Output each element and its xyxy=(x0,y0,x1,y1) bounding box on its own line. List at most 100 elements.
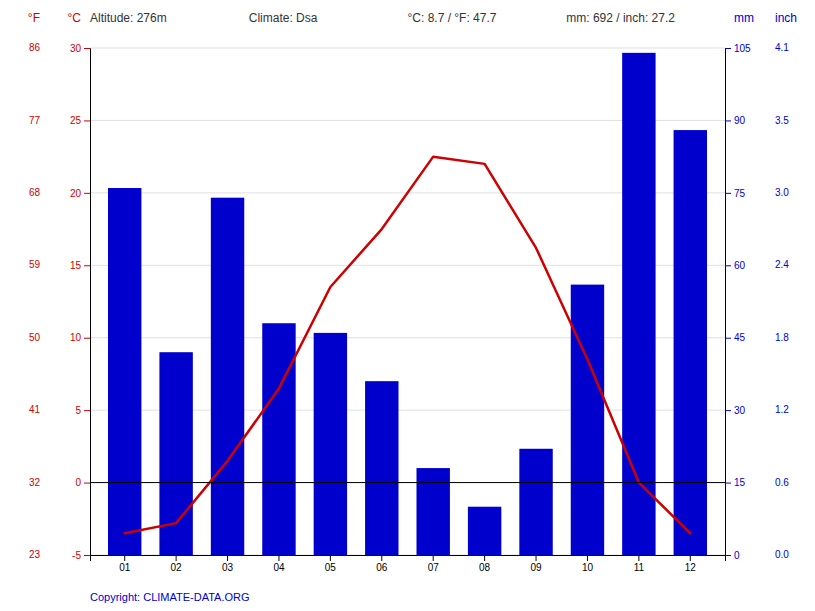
tick-mark xyxy=(725,483,731,484)
tick-label: 06 xyxy=(376,562,388,573)
tick-mark xyxy=(587,555,588,561)
reference-line xyxy=(90,482,725,483)
tick: 03 xyxy=(222,555,234,573)
tick-label: 0 xyxy=(75,477,81,488)
axis-title: inch xyxy=(775,11,797,25)
tick-label: 05 xyxy=(325,562,337,573)
tick: -5 xyxy=(72,550,90,561)
tick: 0 xyxy=(75,477,90,488)
tick-label: 2.4 xyxy=(775,259,789,270)
tick: 5 xyxy=(75,405,90,416)
tick: 30 xyxy=(70,43,90,54)
tick-label: 5 xyxy=(75,405,81,416)
tick-label: 0.0 xyxy=(775,549,789,560)
tick-mark xyxy=(84,410,90,411)
axis-title: °C xyxy=(68,11,82,25)
annotation: °C: 8.7 / °F: 47.7 xyxy=(408,11,497,25)
tick-label: 04 xyxy=(273,562,285,573)
tick-label: 90 xyxy=(734,115,746,126)
x-axis: 01 02 03 04 05 06 07 08 09 10 11 12 xyxy=(91,555,726,573)
tick-label: 12 xyxy=(685,562,697,573)
tick-mark xyxy=(725,555,731,556)
tick-mark xyxy=(84,483,90,484)
tick-mark xyxy=(84,265,90,266)
tick: 07 xyxy=(428,555,440,573)
tick-mark xyxy=(84,555,90,556)
tick: 15 xyxy=(70,260,90,271)
tick-label: 1.2 xyxy=(775,404,789,415)
bar xyxy=(416,468,449,555)
tick: 45 xyxy=(725,332,746,343)
tick-mark xyxy=(725,48,731,49)
tick-mark xyxy=(725,410,731,411)
tick-label: 10 xyxy=(582,562,594,573)
tick-label: 10 xyxy=(70,332,82,343)
axis-line xyxy=(726,49,732,556)
tick: 90 xyxy=(725,115,746,126)
tick-mark xyxy=(84,120,90,121)
axis-title: °F xyxy=(28,11,40,25)
tick-mark xyxy=(725,338,731,339)
tick-mark xyxy=(725,265,731,266)
tick-label: 15 xyxy=(734,477,746,488)
axis-line xyxy=(91,556,726,562)
tick-label: 68 xyxy=(29,187,41,198)
grid xyxy=(90,48,725,555)
tick-label: 45 xyxy=(734,332,746,343)
tick-mark xyxy=(690,555,691,561)
y3-axis: 2332415059687786 xyxy=(29,42,41,560)
tick-label: 41 xyxy=(29,404,41,415)
tick-mark xyxy=(278,555,279,561)
tick-label: 30 xyxy=(734,405,746,416)
tick: 04 xyxy=(273,555,285,573)
axis-line xyxy=(84,49,91,556)
tick-label: 4.1 xyxy=(775,42,789,53)
tick: 15 xyxy=(725,477,746,488)
tick: 08 xyxy=(479,555,491,573)
tick-mark xyxy=(536,555,537,561)
tick-label: 0.6 xyxy=(775,477,789,488)
tick: 10 xyxy=(70,332,90,343)
tick-mark xyxy=(176,555,177,561)
tick-mark xyxy=(84,48,90,49)
tick-label: 86 xyxy=(29,42,41,53)
tick-mark xyxy=(484,555,485,561)
bar xyxy=(674,130,707,555)
tick-label: 30 xyxy=(70,43,82,54)
tick-label: -5 xyxy=(72,550,81,561)
tick-mark xyxy=(84,193,90,194)
tick-label: 105 xyxy=(734,43,751,54)
tick-label: 1.8 xyxy=(775,332,789,343)
grid-line xyxy=(90,48,725,49)
tick-label: 23 xyxy=(29,549,41,560)
tick: 0 xyxy=(725,550,740,561)
tick-label: 60 xyxy=(734,260,746,271)
grid-line xyxy=(90,482,725,483)
footnote: Copyright: CLIMATE-DATA.ORG xyxy=(90,591,250,603)
tick-label: 50 xyxy=(29,332,41,343)
y4-axis: 0.00.61.21.82.43.03.54.1 xyxy=(775,42,789,560)
tick: 09 xyxy=(530,555,542,573)
tick-label: 75 xyxy=(734,188,746,199)
annotation: Altitude: 276m xyxy=(90,11,167,25)
tick-label: 08 xyxy=(479,562,491,573)
y-axis: -5051015202530 xyxy=(70,43,91,561)
bar xyxy=(468,507,501,555)
tick: 11 xyxy=(634,555,645,573)
tick: 01 xyxy=(119,555,131,573)
tick-label: 11 xyxy=(634,562,645,573)
axis-title: mm xyxy=(734,11,754,25)
tick-label: 01 xyxy=(119,562,131,573)
tick: 25 xyxy=(70,115,90,126)
bar xyxy=(262,323,295,555)
tick: 02 xyxy=(171,555,183,573)
tick: 105 xyxy=(725,43,751,54)
tick: 12 xyxy=(685,555,697,573)
line xyxy=(125,157,691,534)
tick-label: 59 xyxy=(29,259,41,270)
bar xyxy=(519,449,552,555)
tick-mark xyxy=(227,555,228,561)
bar xyxy=(211,198,244,555)
annotation: mm: 692 / inch: 27.2 xyxy=(566,11,675,25)
tick-label: 77 xyxy=(29,115,41,126)
